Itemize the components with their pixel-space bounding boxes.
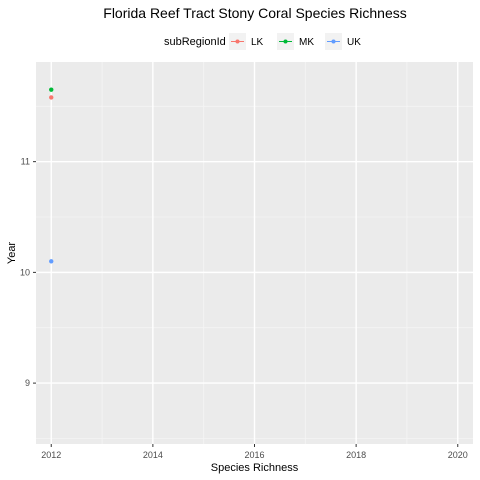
x-tick-label: 2012 — [41, 450, 61, 460]
x-tick-label: 2016 — [244, 450, 264, 460]
grid-major — [36, 62, 473, 444]
y-axis-ticks: 9 10 11 — [20, 157, 36, 388]
data-point-lk — [49, 95, 54, 100]
x-tick-label: 2018 — [346, 450, 366, 460]
x-axis-title: Species Richness — [211, 462, 299, 474]
y-tick-label: 9 — [25, 378, 30, 388]
legend-label-lk: LK — [251, 37, 264, 48]
x-tick-label: 2020 — [448, 450, 468, 460]
y-axis-title: Year — [6, 242, 18, 265]
legend-items: LK MK UK — [229, 33, 361, 50]
data-point-mk — [49, 87, 54, 92]
x-axis-ticks: 2012 2014 2016 2018 2020 — [41, 444, 468, 460]
y-tick-label: 10 — [20, 267, 30, 277]
legend-key-point — [283, 39, 288, 44]
data-point-uk — [49, 259, 54, 264]
legend-item-mk: MK — [277, 33, 314, 50]
data-points — [49, 87, 54, 264]
legend-item-uk: UK — [325, 33, 361, 50]
y-tick-label: 11 — [21, 157, 30, 167]
legend-key-point — [331, 39, 336, 44]
x-tick-label: 2014 — [143, 450, 163, 460]
legend-item-lk: LK — [229, 33, 264, 50]
legend-title: subRegionId — [164, 36, 226, 48]
chart-title: Florida Reef Tract Stony Coral Species R… — [103, 5, 406, 21]
legend: subRegionId LK MK UK — [164, 33, 361, 50]
legend-label-uk: UK — [347, 37, 361, 48]
legend-key-point — [235, 39, 240, 44]
legend-label-mk: MK — [299, 37, 314, 48]
